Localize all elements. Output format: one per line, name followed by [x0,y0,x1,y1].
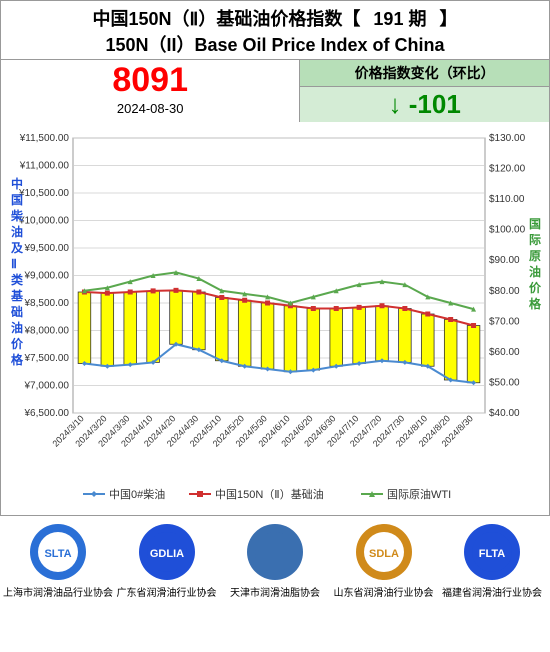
svg-text:Ⅱ: Ⅱ [11,257,17,271]
svg-text:国: 国 [11,193,23,207]
index-cell: 8091 2024-08-30 [1,60,300,122]
change-cell: 价格指数变化（环比） ↓ -101 [300,60,549,122]
svg-text:$90.00: $90.00 [489,256,520,267]
logo-caption: 天津市润滑油脂协会 [230,584,320,599]
svg-text:国: 国 [529,217,541,231]
association-logo: GDLIA 广东省润滑油行业协会 [117,522,217,599]
logo-icon: SDLA [354,522,414,582]
logo-row: SLTA 上海市润滑油品行业协会 GDLIA 广东省润滑油行业协会 天津市润滑油… [0,516,550,609]
svg-text:¥10,500.00: ¥10,500.00 [18,188,69,199]
svg-text:¥8,500.00: ¥8,500.00 [24,298,70,309]
svg-text:FLTA: FLTA [479,548,506,560]
svg-text:国际原油WTI: 国际原油WTI [387,487,451,501]
svg-text:类: 类 [11,272,24,287]
logo-icon: GDLIA [137,522,197,582]
index-date: 2024-08-30 [1,101,299,116]
association-logo: SLTA 上海市润滑油品行业协会 [8,522,108,599]
svg-text:油: 油 [11,320,23,335]
svg-text:$40.00: $40.00 [489,408,520,419]
svg-text:际: 际 [529,233,541,247]
svg-text:础: 础 [11,304,23,319]
association-logo: 天津市润滑油脂协会 [225,522,325,599]
logo-caption: 山东省润滑油行业协会 [334,584,434,599]
svg-text:基: 基 [10,288,24,303]
svg-text:价: 价 [11,337,24,351]
svg-text:$120.00: $120.00 [489,164,526,175]
svg-text:$100.00: $100.00 [489,225,526,236]
header-row: 8091 2024-08-30 价格指数变化（环比） ↓ -101 [1,59,549,122]
svg-text:¥10,000.00: ¥10,000.00 [18,216,69,227]
title-cn: 中国150N（Ⅱ）基础油价格指数【 191 期 】 [1,5,549,31]
svg-text:¥7,500.00: ¥7,500.00 [24,353,70,364]
svg-text:$80.00: $80.00 [489,286,520,297]
svg-text:油: 油 [529,264,541,279]
logo-caption: 广东省润滑油行业协会 [117,584,217,599]
svg-text:原: 原 [529,249,541,263]
logo-icon [245,522,305,582]
svg-text:$70.00: $70.00 [489,317,520,328]
logo-caption: 上海市润滑油品行业协会 [3,584,113,599]
title-block: 中国150N（Ⅱ）基础油价格指数【 191 期 】 150N（II）Base O… [1,1,549,59]
price-chart: ¥6,500.00 ¥7,000.00 ¥7,500.00 ¥8,000.00 ¥8,5… [3,128,547,508]
svg-text:价: 价 [529,281,542,295]
svg-text:SLTA: SLTA [44,548,71,560]
svg-text:¥6,500.00: ¥6,500.00 [24,408,70,419]
svg-text:油: 油 [11,224,23,239]
svg-text:格: 格 [529,296,542,311]
svg-text:及: 及 [11,241,24,255]
chart-area: ¥6,500.00 ¥7,000.00 ¥7,500.00 ¥8,000.00 ¥8,5… [1,122,549,515]
change-label: 价格指数变化（环比） [300,60,549,87]
association-logo: FLTA 福建省润滑油行业协会 [442,522,542,599]
svg-text:$110.00: $110.00 [489,195,525,206]
svg-text:¥11,500.00: ¥11,500.00 [19,133,70,144]
svg-text:中国0#柴油: 中国0#柴油 [109,487,165,501]
svg-text:¥7,000.00: ¥7,000.00 [24,381,70,392]
report-card: 中国150N（Ⅱ）基础油价格指数【 191 期 】 150N（II）Base O… [0,0,550,516]
svg-text:¥11,000.00: ¥11,000.00 [19,161,70,172]
svg-text:柴: 柴 [10,208,24,223]
association-logo: SDLA 山东省润滑油行业协会 [334,522,434,599]
svg-text:格: 格 [11,352,24,367]
svg-text:¥9,000.00: ¥9,000.00 [24,271,70,282]
title-en: 150N（II）Base Oil Price Index of China [1,31,549,57]
svg-text:GDLIA: GDLIA [149,548,183,560]
svg-text:$130.00: $130.00 [489,133,526,144]
svg-text:$60.00: $60.00 [489,347,520,358]
logo-icon: SLTA [28,522,88,582]
change-value: ↓ -101 [300,87,549,122]
svg-text:¥9,500.00: ¥9,500.00 [24,243,70,254]
logo-caption: 福建省润滑油行业协会 [442,584,542,599]
svg-text:SDLA: SDLA [369,548,399,560]
svg-text:$50.00: $50.00 [489,378,520,389]
svg-text:中: 中 [11,176,23,191]
logo-icon: FLTA [462,522,522,582]
svg-text:¥8,000.00: ¥8,000.00 [24,326,70,337]
index-value: 8091 [1,62,299,99]
svg-text:中国150N（Ⅱ）基础油: 中国150N（Ⅱ）基础油 [215,487,324,501]
